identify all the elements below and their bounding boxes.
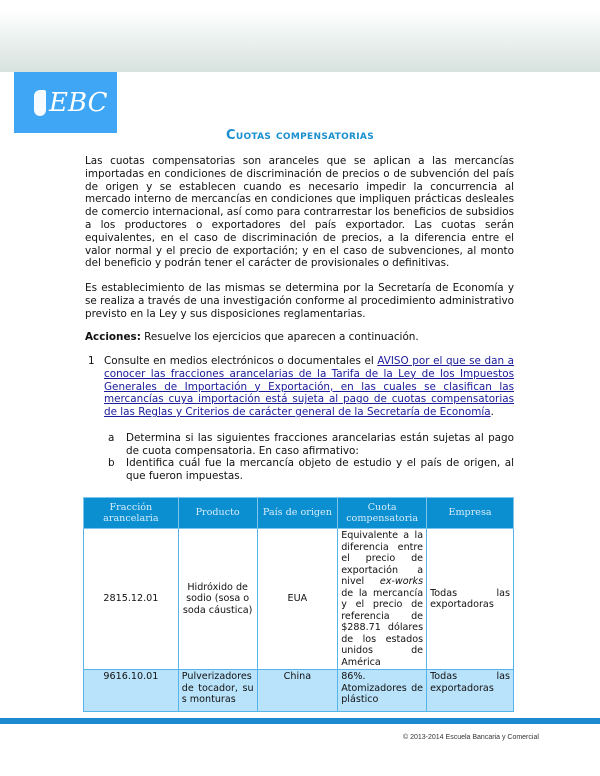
acciones-text: Resuelve los ejercicios que aparecen a c… — [140, 331, 419, 343]
header-pais: País de origen — [256, 497, 339, 529]
item-1: Consulte en medios electrónicos o docume… — [104, 355, 514, 419]
copyright: © 2013-2014 Escuela Bancaria y Comercial — [403, 734, 539, 741]
header-empresa: Empresa — [426, 497, 514, 529]
table-row: 2815.12.01 Hidróxido de sodio (sosa o so… — [83, 528, 514, 670]
header-fraccion: Fracción arancelaria — [83, 497, 179, 529]
acciones: Acciones: Resuelve los ejercicios que ap… — [85, 331, 514, 344]
cell-producto: Hidróxido de sodio (sosa o soda cáustica… — [177, 528, 258, 670]
item-number: 1 — [88, 355, 95, 367]
header-band — [0, 10, 600, 72]
cell-empresa: Todas las exportadoras — [426, 528, 514, 670]
cell-cuota: Equivalente a la diferencia entre el pre… — [337, 528, 428, 670]
ebc-logo: EBC — [14, 72, 117, 133]
cell-pais: EUA — [256, 528, 339, 670]
cell-fraccion: 9616.10.01 — [83, 669, 179, 712]
table-header-row: Fracción arancelaria Producto País de or… — [83, 497, 514, 529]
leaf-icon — [34, 89, 46, 116]
cell-fraccion: 2815.12.01 — [83, 528, 179, 670]
logo-text: EBC — [49, 87, 108, 118]
acciones-label: Acciones: — [85, 331, 141, 343]
cell-empresa: Todas las exportadoras — [426, 669, 514, 712]
table-row: 9616.10.01 Pulverizadores de tocador, su… — [83, 669, 514, 712]
footer-bar — [0, 718, 600, 724]
subitem-b: Identifica cuál fue la mercancía objeto … — [126, 457, 514, 482]
subitem-letter: a — [108, 432, 115, 444]
cuotas-table: Fracción arancelaria Producto País de or… — [83, 497, 514, 712]
cell-producto: Pulverizadores de tocador, sus monturas — [177, 669, 258, 712]
cell-pais: China — [256, 669, 339, 712]
item-1-text: Consulte en medios electrónicos o docume… — [104, 355, 378, 367]
paragraph-1: Las cuotas compensatorias son aranceles … — [85, 155, 514, 270]
subitem-letter: b — [108, 457, 115, 469]
item-1-end: . — [490, 406, 494, 419]
paragraph-2: Es establecimiento de las mismas se dete… — [85, 282, 514, 320]
header-producto: Producto — [177, 497, 258, 529]
page-title: Cuotas compensatorias — [226, 128, 374, 143]
subitem-a: Determina si las siguientes fracciones a… — [126, 432, 514, 457]
cell-cuota: 86%. Atomizadores de plástico — [337, 669, 428, 712]
aviso-link[interactable]: AVISO por el que se dan a conocer las fr… — [104, 355, 514, 419]
header-cuota: Cuota compensatoria — [337, 497, 428, 529]
